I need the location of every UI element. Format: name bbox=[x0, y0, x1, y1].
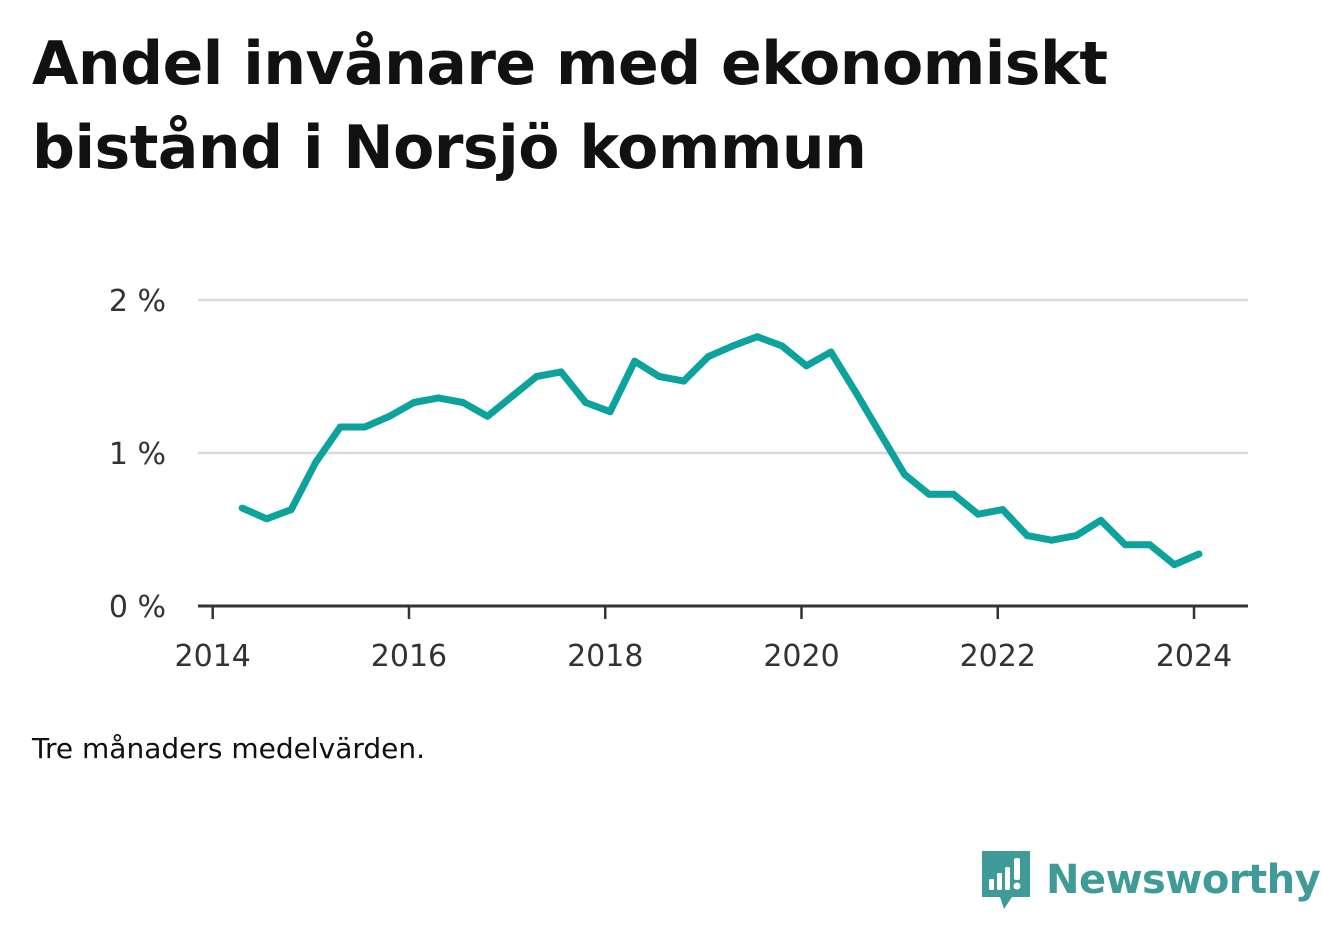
x-axis bbox=[198, 604, 1248, 619]
data-point bbox=[729, 342, 737, 350]
data-point bbox=[385, 412, 393, 420]
data-point bbox=[655, 373, 663, 380]
data-point bbox=[1023, 532, 1031, 540]
x-tick-label: 2016 bbox=[371, 639, 447, 674]
data-point bbox=[778, 342, 786, 350]
data-point bbox=[950, 490, 958, 498]
series-line bbox=[238, 333, 1203, 569]
data-point bbox=[483, 412, 491, 420]
data-point bbox=[901, 470, 909, 478]
data-point bbox=[459, 399, 467, 407]
data-point bbox=[410, 399, 418, 407]
y-tick-label: 2 % bbox=[109, 284, 166, 319]
data-point bbox=[1072, 532, 1080, 540]
x-tick-label: 2020 bbox=[763, 639, 839, 674]
chart-title: Andel invånare med ekonomiskt bistånd i … bbox=[32, 29, 1108, 183]
data-point bbox=[557, 368, 565, 376]
data-point bbox=[753, 333, 761, 341]
x-tick-label: 2024 bbox=[1156, 639, 1232, 674]
data-point bbox=[606, 408, 614, 416]
data-point bbox=[631, 357, 639, 365]
data-point bbox=[1146, 541, 1154, 549]
data-point bbox=[876, 429, 884, 437]
tick-labels: 0 % 1 % 2 % 2014 2016 2018 2020 2022 2024 bbox=[109, 284, 1232, 674]
data-point bbox=[827, 348, 835, 356]
data-point bbox=[508, 392, 516, 400]
data-point bbox=[238, 504, 246, 512]
y-tick-label: 0 % bbox=[109, 590, 166, 625]
data-point bbox=[287, 506, 295, 514]
chart-note: Tre månaders medelvärden. bbox=[32, 732, 426, 765]
data-point bbox=[263, 515, 271, 523]
data-point bbox=[434, 394, 442, 402]
series-line-path bbox=[240, 333, 1201, 569]
grid-lines bbox=[198, 298, 1248, 455]
data-point bbox=[361, 423, 369, 431]
data-point bbox=[1048, 536, 1056, 544]
data-point bbox=[1170, 561, 1178, 569]
line-chart: 0 % 1 % 2 % 2014 2016 2018 2020 2022 2024 bbox=[109, 284, 1248, 674]
x-tick-label: 2022 bbox=[960, 639, 1036, 674]
data-point bbox=[1097, 516, 1105, 524]
data-point bbox=[336, 423, 344, 431]
data-point bbox=[802, 362, 810, 370]
data-point bbox=[704, 353, 712, 361]
data-point bbox=[999, 506, 1007, 514]
data-point bbox=[533, 373, 541, 380]
brand-name: Newsworthy bbox=[1046, 857, 1321, 903]
data-point bbox=[851, 388, 859, 396]
data-point bbox=[582, 399, 590, 407]
y-tick-label: 1 % bbox=[109, 437, 166, 472]
x-tick-label: 2018 bbox=[567, 639, 643, 674]
data-point bbox=[1195, 550, 1203, 558]
x-tick-label: 2014 bbox=[175, 639, 251, 674]
newsworthy-logo-icon bbox=[982, 851, 1030, 909]
data-point bbox=[925, 490, 933, 498]
data-point bbox=[974, 510, 982, 518]
data-point bbox=[1121, 541, 1129, 549]
data-point bbox=[312, 458, 320, 466]
data-point bbox=[680, 377, 688, 385]
brand-logo: Newsworthy bbox=[980, 848, 1321, 912]
